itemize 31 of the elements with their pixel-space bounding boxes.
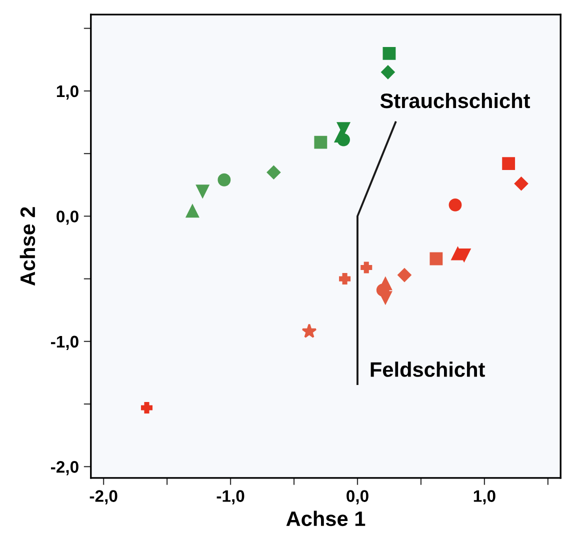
point [314, 136, 328, 149]
annotation: Feldschicht [370, 362, 485, 377]
point [302, 324, 317, 338]
point [514, 176, 528, 190]
x-axis-title: Achse 1 [286, 510, 366, 526]
y-tick-label: -1,0 [51, 336, 78, 350]
point [502, 157, 516, 170]
point [186, 204, 199, 218]
point [451, 247, 464, 260]
x-tick-label: 1,0 [474, 490, 496, 504]
point [398, 268, 412, 282]
x-tick-label: 0,0 [346, 490, 368, 504]
point [448, 198, 462, 212]
y-tick-label: -2,0 [51, 461, 78, 476]
point [140, 402, 153, 414]
point [339, 273, 351, 285]
point [382, 46, 396, 60]
point [266, 166, 280, 180]
y-axis-title: Achse 2 [20, 207, 36, 286]
point [196, 184, 210, 198]
x-tick-label: -2,0 [90, 490, 118, 504]
y-tick-label: 1,0 [56, 85, 78, 100]
point [218, 173, 231, 186]
annotation: Strauchschicht [380, 92, 530, 108]
point [381, 65, 395, 79]
point [360, 262, 372, 274]
y-tick-label: 0,0 [56, 210, 78, 225]
point [337, 122, 350, 135]
point [378, 291, 392, 304]
point [430, 252, 443, 266]
x-tick-label: -1,0 [216, 490, 244, 504]
